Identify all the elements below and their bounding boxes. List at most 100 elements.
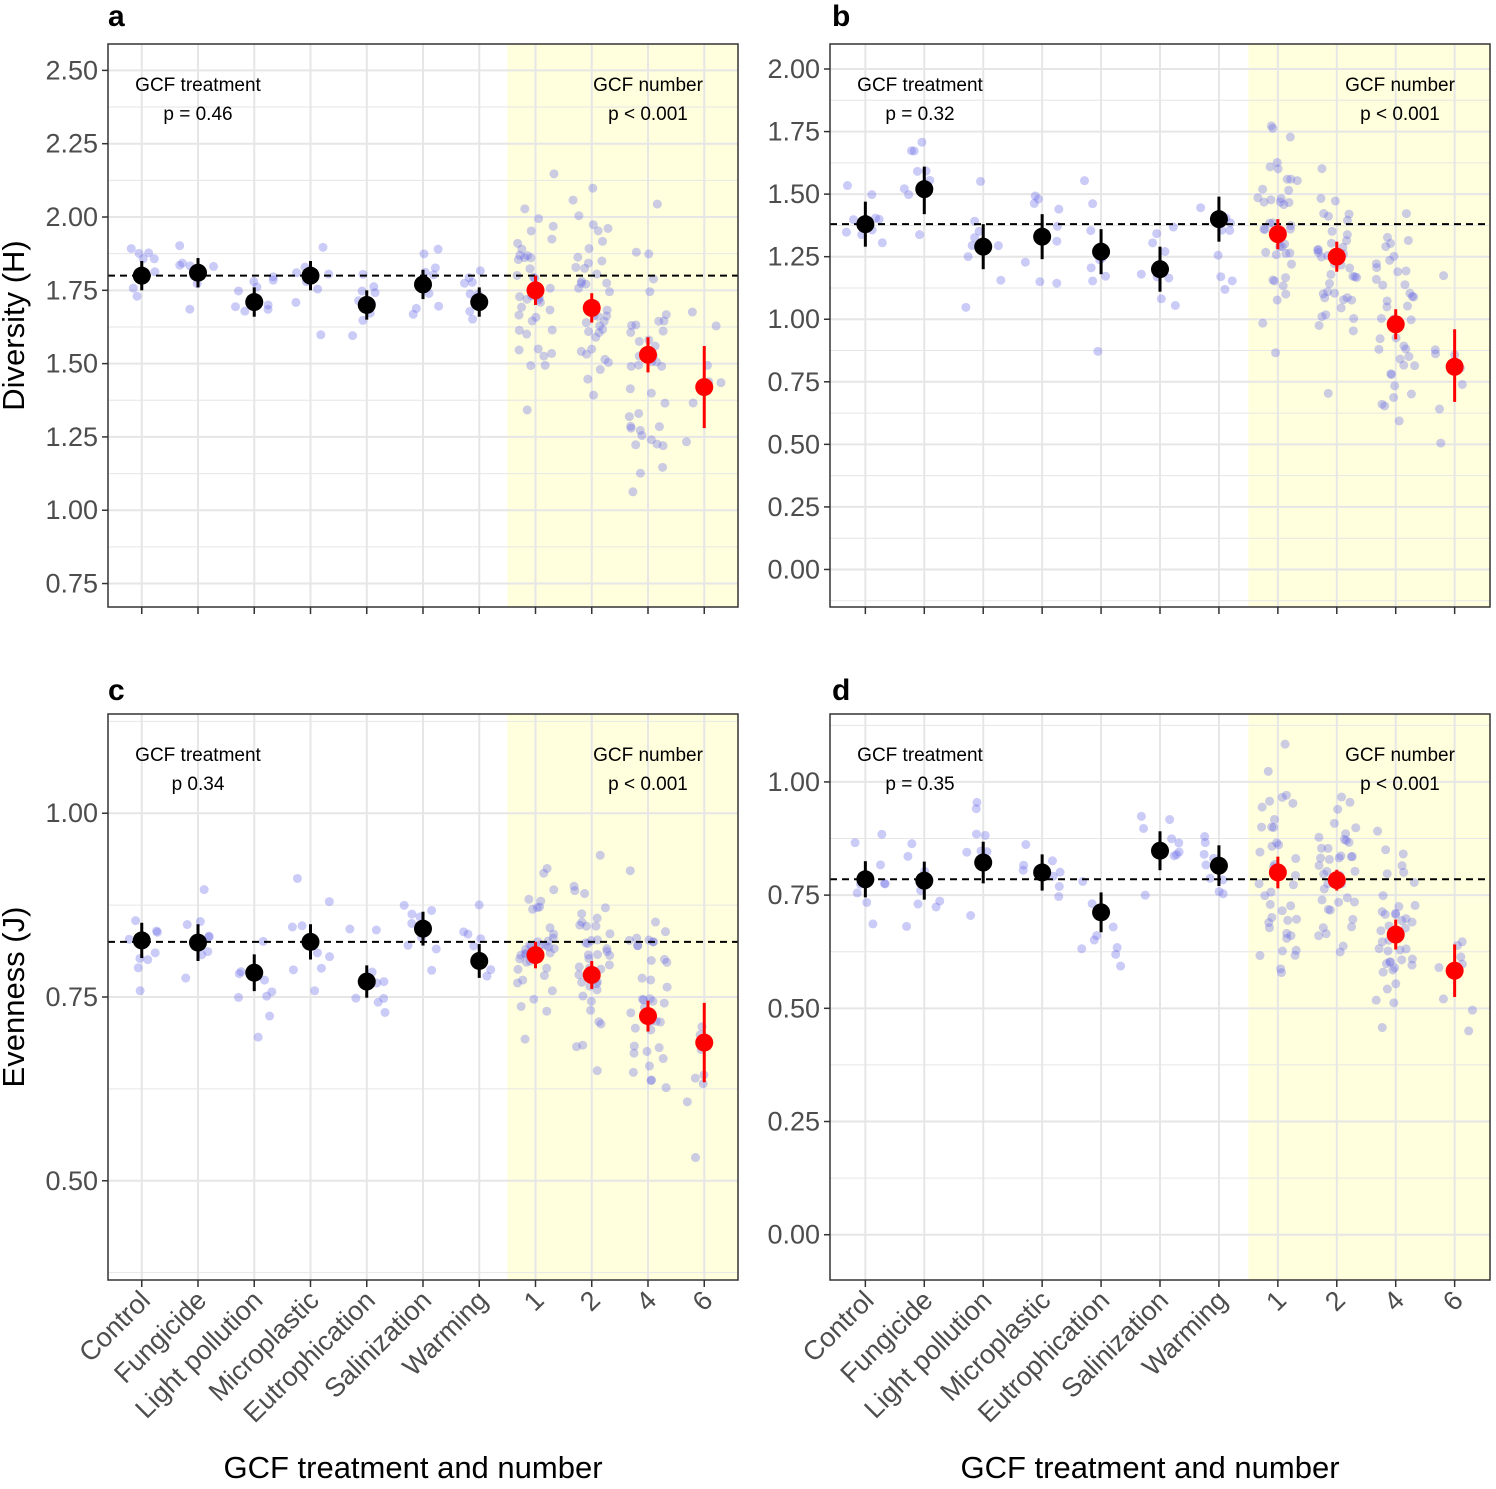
raw-observation-point: [572, 1042, 582, 1052]
mean-point-1: [526, 281, 545, 300]
raw-observation-point: [1259, 197, 1269, 207]
raw-observation-point: [626, 423, 636, 433]
raw-observation-point: [233, 286, 243, 296]
raw-observation-point: [1324, 854, 1334, 864]
raw-observation-point: [582, 349, 592, 359]
raw-observation-point: [1264, 918, 1274, 928]
raw-observation-point: [589, 390, 599, 400]
raw-observation-point: [240, 306, 250, 316]
y-tick-label: 0.50: [767, 993, 820, 1023]
raw-observation-point: [1403, 235, 1413, 245]
annotation-gcf-number-stat: p < 0.001: [608, 774, 688, 795]
raw-observation-point: [966, 911, 976, 921]
raw-observation-point: [581, 921, 591, 931]
raw-observation-point: [1314, 320, 1324, 330]
raw-observation-point: [1371, 995, 1381, 1005]
raw-observation-point: [592, 935, 602, 945]
raw-observation-point: [1399, 360, 1409, 370]
raw-observation-point: [596, 1019, 606, 1029]
y-tick-label: 2.25: [45, 129, 98, 159]
raw-observation-point: [657, 361, 667, 371]
y-tick-label: 0.75: [767, 880, 820, 910]
raw-observation-point: [263, 300, 273, 310]
raw-observation-point: [399, 900, 409, 910]
raw-observation-point: [630, 1023, 640, 1033]
raw-observation-point: [1279, 200, 1289, 210]
raw-observation-point: [1172, 850, 1182, 860]
raw-observation-point: [584, 244, 594, 254]
raw-observation-point: [1348, 271, 1358, 281]
raw-observation-point: [1393, 267, 1403, 277]
raw-observation-point: [1277, 946, 1287, 956]
raw-observation-point: [658, 462, 668, 472]
raw-observation-point: [1434, 963, 1444, 973]
annotation-gcf-number-stat: p < 0.001: [608, 104, 688, 125]
raw-observation-point: [880, 879, 890, 889]
raw-observation-point: [1266, 195, 1276, 205]
raw-observation-point: [691, 1153, 701, 1163]
raw-observation-point: [1292, 176, 1302, 186]
raw-observation-point: [358, 315, 368, 325]
raw-observation-point: [1457, 379, 1467, 389]
raw-observation-point: [1378, 280, 1388, 290]
raw-observation-point: [1341, 829, 1351, 839]
raw-observation-point: [539, 971, 549, 981]
raw-observation-point: [690, 1073, 700, 1083]
raw-observation-point: [407, 918, 417, 928]
raw-observation-point: [268, 272, 278, 282]
y-tick-label: 0.75: [45, 569, 98, 599]
raw-observation-point: [687, 307, 697, 317]
raw-observation-point: [1033, 194, 1043, 204]
raw-observation-point: [523, 251, 533, 261]
raw-observation-point: [1330, 288, 1340, 298]
raw-observation-point: [1389, 392, 1399, 402]
raw-observation-point: [660, 927, 670, 937]
raw-observation-point: [649, 274, 659, 284]
raw-observation-point: [1272, 295, 1282, 305]
raw-observation-point: [625, 866, 635, 876]
raw-observation-point: [634, 336, 644, 346]
y-axis-title: Diversity (H): [0, 240, 31, 411]
raw-observation-point: [1344, 837, 1354, 847]
raw-observation-point: [711, 321, 721, 331]
raw-observation-point: [1341, 835, 1351, 845]
raw-observation-point: [1376, 313, 1386, 323]
raw-observation-point: [1342, 215, 1352, 225]
raw-observation-point: [1342, 893, 1352, 903]
raw-observation-point: [460, 278, 470, 288]
raw-observation-point: [913, 899, 923, 909]
raw-observation-point: [1277, 792, 1287, 802]
raw-observation-point: [1218, 875, 1228, 885]
mean-point-control: [856, 215, 875, 234]
raw-observation-point: [1323, 211, 1333, 221]
raw-observation-point: [529, 994, 539, 1004]
annotation-gcf-treatment-label: GCF treatment: [857, 75, 983, 96]
raw-observation-point: [867, 190, 877, 200]
raw-observation-point: [1313, 247, 1323, 257]
raw-observation-point: [1267, 912, 1277, 922]
raw-observation-point: [862, 897, 872, 907]
raw-observation-point: [516, 1001, 526, 1011]
raw-observation-point: [1391, 908, 1401, 918]
raw-observation-point: [1285, 132, 1295, 142]
raw-observation-point: [633, 941, 643, 951]
raw-observation-point: [249, 276, 259, 286]
raw-observation-point: [635, 425, 645, 435]
raw-observation-point: [1347, 922, 1357, 932]
y-tick-label: 1.75: [767, 117, 820, 147]
raw-observation-point: [1395, 945, 1405, 955]
raw-observation-point: [569, 881, 579, 891]
mean-point-salinization: [1151, 841, 1169, 860]
annotation-gcf-treatment-label: GCF treatment: [135, 75, 261, 96]
raw-observation-point: [1378, 891, 1388, 901]
raw-observation-point: [1333, 804, 1343, 814]
raw-observation-point: [1281, 273, 1291, 283]
raw-observation-point: [1290, 950, 1300, 960]
raw-observation-point: [1371, 274, 1381, 284]
raw-observation-point: [1380, 909, 1390, 919]
raw-observation-point: [1281, 790, 1291, 800]
y-tick-label: 0.75: [767, 367, 820, 397]
raw-observation-point: [1286, 259, 1296, 269]
raw-observation-point: [1325, 905, 1335, 915]
raw-observation-point: [1277, 906, 1287, 916]
